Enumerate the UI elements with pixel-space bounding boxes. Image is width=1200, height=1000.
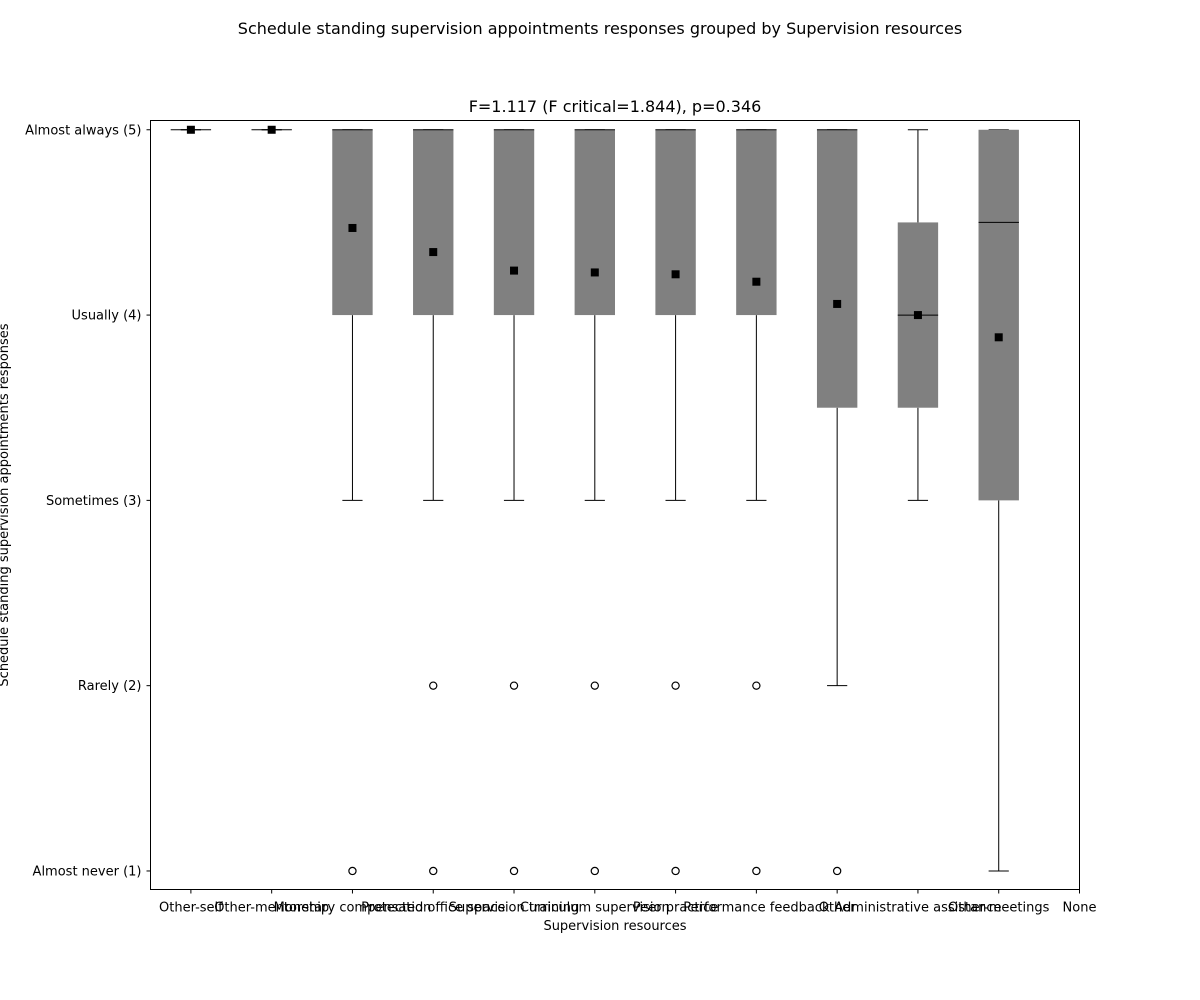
y-tick-label: Usually (4) <box>72 309 142 324</box>
x-tick-label: Other <box>819 901 857 916</box>
x-tick-label: Performance feedback <box>683 901 830 916</box>
y-tick-label: Rarely (2) <box>78 679 142 694</box>
box-group <box>736 129 777 876</box>
outlier-point <box>752 681 761 690</box>
y-tick-label: Almost never (1) <box>33 864 142 879</box>
outlier-point <box>590 866 600 876</box>
box-iqr <box>493 129 535 316</box>
box-group <box>493 129 535 876</box>
mean-marker <box>429 248 438 257</box>
mean-marker <box>267 125 276 134</box>
chart-title: Schedule standing supervision appointmen… <box>238 19 962 38</box>
outlier-point <box>509 681 519 690</box>
x-tick-label: Monetary compensation <box>274 901 432 916</box>
mean-marker <box>994 333 1003 342</box>
plot-frame <box>150 120 1080 890</box>
box-group <box>978 129 1019 872</box>
x-tick-label: Administrative assistance <box>834 901 1001 916</box>
outlier-point <box>348 866 357 876</box>
box-iqr <box>978 129 1019 501</box>
mean-marker <box>186 125 195 134</box>
x-tick-label: Other-mentorship <box>214 901 329 916</box>
outlier-point <box>671 681 680 690</box>
box-group <box>332 129 373 876</box>
mean-marker <box>752 277 761 286</box>
mean-marker <box>590 268 599 277</box>
x-tick-label: None <box>1063 901 1097 916</box>
x-axis-label: Supervision resources <box>543 919 686 934</box>
x-tick-label: Other-self <box>159 901 223 916</box>
box-group <box>655 129 696 876</box>
x-tick-label: Protected office space <box>361 901 505 916</box>
mean-marker <box>510 266 519 275</box>
box-iqr <box>413 129 454 316</box>
outlier-point <box>590 681 600 690</box>
outlier-point <box>671 866 680 876</box>
x-tick-label: Curriculum supervision <box>520 901 670 916</box>
y-axis: Almost never (1) Rarely (2) Sometimes (3) U… <box>25 123 151 879</box>
box-iqr <box>574 129 615 316</box>
x-tick-label: Other-meetings <box>948 901 1050 916</box>
box-group <box>574 129 615 876</box>
box-group <box>897 129 939 501</box>
x-tick-label: Supervision training <box>449 901 579 916</box>
mean-marker <box>348 223 357 232</box>
box-group <box>251 125 292 134</box>
box-group <box>413 129 454 876</box>
y-tick-label: Sometimes (3) <box>46 494 142 509</box>
outlier-point <box>429 681 438 690</box>
plot-marks <box>170 125 1019 876</box>
x-tick-label: Peer practice <box>633 901 718 916</box>
outlier-point <box>752 866 761 876</box>
mean-marker <box>913 311 922 320</box>
outlier-point <box>429 866 438 876</box>
outlier-point <box>832 866 842 876</box>
box-group <box>816 129 858 876</box>
box-iqr <box>736 129 777 316</box>
mean-marker <box>671 270 680 279</box>
chart-subtitle: F=1.117 (F critical=1.844), p=0.346 <box>469 97 762 116</box>
box-iqr <box>816 129 858 408</box>
mean-marker <box>833 299 842 308</box>
y-axis-label: Schedule standing supervision appointmen… <box>0 323 12 686</box>
outlier-point <box>509 866 519 876</box>
box-group <box>170 125 212 134</box>
box-iqr <box>332 129 373 316</box>
y-tick-label: Almost always (5) <box>25 123 141 138</box>
box-iqr <box>655 129 696 316</box>
